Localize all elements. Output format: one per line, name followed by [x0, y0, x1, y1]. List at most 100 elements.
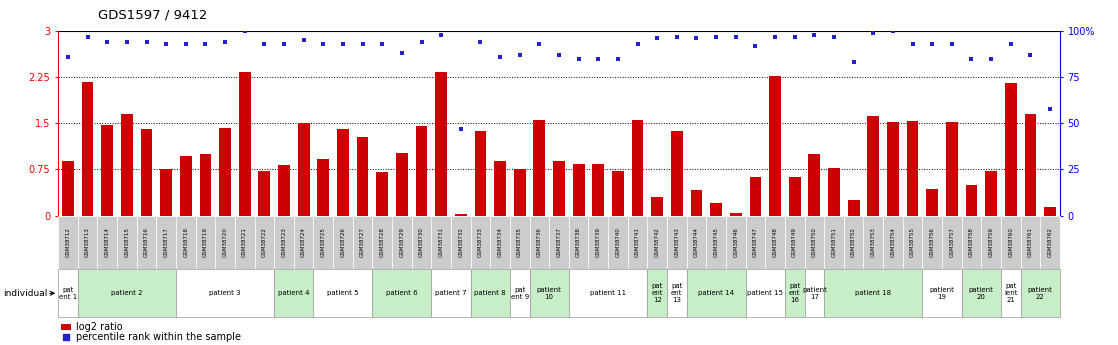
Text: GSM38755: GSM38755	[910, 227, 915, 257]
Bar	[455, 214, 466, 216]
Point	[942, 41, 960, 47]
Bar	[785, 216, 805, 269]
Bar	[710, 203, 722, 216]
Bar	[97, 216, 117, 269]
Bar	[1021, 269, 1060, 317]
Text: GSM38735: GSM38735	[518, 227, 522, 257]
Text: pat
ent
13: pat ent 13	[671, 283, 683, 303]
Text: GSM38741: GSM38741	[635, 227, 641, 257]
Bar	[235, 216, 255, 269]
Bar	[824, 269, 922, 317]
Text: patient
20: patient 20	[969, 287, 994, 300]
Bar	[627, 216, 647, 269]
Text: GSM38756: GSM38756	[930, 227, 935, 257]
Text: GSM38730: GSM38730	[419, 227, 424, 257]
Text: GSM38728: GSM38728	[380, 227, 385, 257]
Text: GSM38740: GSM38740	[615, 227, 620, 257]
Text: GSM38737: GSM38737	[557, 227, 561, 257]
Text: GSM38731: GSM38731	[438, 227, 444, 257]
Point	[667, 34, 685, 39]
Point	[845, 60, 863, 65]
Bar	[686, 269, 746, 317]
Point	[1041, 106, 1059, 111]
Bar	[451, 216, 471, 269]
Bar	[632, 120, 644, 216]
Bar	[78, 216, 97, 269]
Bar	[922, 269, 961, 317]
Bar	[805, 269, 824, 317]
Bar	[647, 269, 667, 317]
Point	[373, 41, 391, 47]
Bar	[887, 122, 899, 216]
Point	[648, 36, 666, 41]
Bar	[730, 213, 741, 216]
Text: pat
ient
21: pat ient 21	[1004, 283, 1017, 303]
Text: GSM38752: GSM38752	[851, 227, 856, 257]
Point	[983, 56, 1001, 61]
Text: GSM38750: GSM38750	[812, 227, 817, 257]
Bar	[491, 216, 510, 269]
Bar	[863, 216, 883, 269]
Text: patient 18: patient 18	[855, 290, 891, 296]
Point	[138, 39, 155, 45]
Text: GSM38744: GSM38744	[694, 227, 699, 257]
Bar	[514, 169, 525, 216]
Bar	[942, 216, 961, 269]
Point	[884, 28, 902, 34]
Bar	[196, 216, 216, 269]
Bar	[982, 216, 1001, 269]
Bar	[199, 154, 211, 216]
Bar	[1024, 114, 1036, 216]
Point	[708, 34, 726, 39]
Bar	[435, 72, 447, 216]
Bar	[219, 128, 231, 216]
Bar	[533, 120, 546, 216]
Point	[1002, 41, 1020, 47]
Text: pat
ent 1: pat ent 1	[59, 287, 77, 300]
Bar	[1044, 207, 1055, 216]
Bar	[746, 269, 785, 317]
Bar	[608, 216, 627, 269]
Point	[903, 41, 921, 47]
Bar	[686, 216, 707, 269]
Text: GSM38739: GSM38739	[596, 227, 600, 257]
Bar	[1021, 216, 1040, 269]
Text: patient 7: patient 7	[435, 290, 467, 296]
Text: GSM38712: GSM38712	[66, 227, 70, 257]
Text: GSM38758: GSM38758	[969, 227, 974, 257]
Bar	[372, 269, 432, 317]
Bar	[392, 216, 411, 269]
Point	[530, 41, 548, 47]
Bar	[136, 216, 157, 269]
Bar	[121, 114, 133, 216]
Bar	[255, 216, 274, 269]
Text: patient 8: patient 8	[474, 290, 506, 296]
Point	[864, 30, 882, 36]
Bar	[671, 131, 683, 216]
Bar	[572, 164, 585, 216]
Bar	[117, 216, 136, 269]
Point	[805, 32, 823, 38]
Bar	[868, 116, 879, 216]
Bar	[337, 129, 349, 216]
Bar	[824, 216, 844, 269]
Bar	[176, 269, 274, 317]
Bar	[1001, 269, 1021, 317]
Bar	[667, 216, 686, 269]
Text: GSM38754: GSM38754	[890, 227, 896, 257]
Text: GSM38761: GSM38761	[1027, 227, 1033, 257]
Bar	[313, 269, 372, 317]
Text: GSM38720: GSM38720	[222, 227, 228, 257]
Bar	[549, 216, 569, 269]
Bar	[569, 269, 647, 317]
Bar	[593, 164, 604, 216]
Bar	[157, 216, 176, 269]
Bar	[510, 269, 530, 317]
Point	[295, 38, 313, 43]
Text: GSM38749: GSM38749	[793, 227, 797, 257]
Bar	[847, 200, 860, 216]
Bar	[765, 216, 785, 269]
Bar	[902, 216, 922, 269]
Text: pat
ent 9: pat ent 9	[511, 287, 529, 300]
Text: GSM38724: GSM38724	[301, 227, 306, 257]
